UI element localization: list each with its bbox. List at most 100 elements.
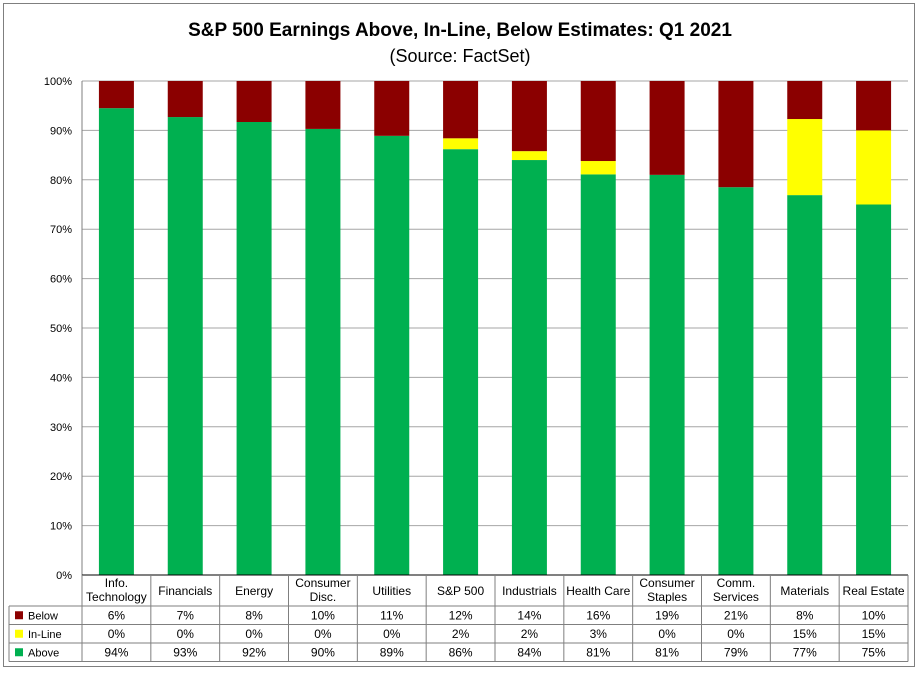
data-label: 2% bbox=[452, 627, 470, 641]
y-tick-label: 70% bbox=[50, 224, 72, 236]
y-tick-label: 30% bbox=[50, 422, 72, 434]
bar-below bbox=[580, 81, 616, 162]
chart-title: S&P 500 Earnings Above, In-Line, Below E… bbox=[188, 20, 732, 41]
bar-above bbox=[98, 108, 134, 576]
bar-inline bbox=[580, 161, 616, 175]
category-label: Financials bbox=[158, 584, 212, 598]
chart-frame: S&P 500 Earnings Above, In-Line, Below E… bbox=[3, 3, 915, 667]
category-label: Disc. bbox=[310, 590, 337, 604]
data-label: 15% bbox=[862, 627, 886, 641]
data-label: 0% bbox=[727, 627, 745, 641]
category-label: Comm. bbox=[717, 576, 756, 590]
bar-above bbox=[374, 135, 410, 576]
y-tick-label: 60% bbox=[50, 274, 72, 286]
bar-inline bbox=[856, 130, 892, 205]
bar-above bbox=[856, 204, 892, 575]
bar-above bbox=[787, 195, 823, 575]
data-label: 90% bbox=[311, 645, 335, 659]
category-label: Consumer bbox=[639, 576, 694, 590]
data-label: 21% bbox=[724, 608, 748, 622]
data-label: 2% bbox=[521, 627, 539, 641]
data-label: 12% bbox=[449, 608, 473, 622]
bar-below bbox=[374, 81, 410, 136]
data-label: 84% bbox=[517, 645, 541, 659]
legend-label: In-Line bbox=[28, 629, 62, 641]
category-label: Real Estate bbox=[843, 584, 905, 598]
bar-below bbox=[856, 81, 892, 131]
data-label: 77% bbox=[793, 645, 817, 659]
chart-subtitle: (Source: FactSet) bbox=[389, 46, 530, 66]
category-label: Energy bbox=[235, 584, 273, 598]
data-label: 14% bbox=[517, 608, 541, 622]
bar-below bbox=[649, 81, 685, 175]
category-label: Consumer bbox=[295, 576, 350, 590]
data-label: 86% bbox=[449, 645, 473, 659]
data-label: 0% bbox=[245, 627, 263, 641]
legend-key bbox=[15, 629, 23, 638]
bar-below bbox=[718, 81, 754, 188]
data-label: 0% bbox=[177, 627, 195, 641]
data-label: 89% bbox=[380, 645, 404, 659]
bar-above bbox=[443, 149, 479, 575]
data-table: Info.Technology Financials EnergyConsumerD… bbox=[8, 574, 909, 662]
bar-below bbox=[511, 81, 547, 152]
bar-above bbox=[718, 187, 754, 575]
data-label: 81% bbox=[655, 645, 679, 659]
grid-lines bbox=[81, 80, 908, 576]
y-tick-label: 0% bbox=[56, 570, 72, 582]
y-axis-tick-labels: 0% 10% 20% 30% 40% 50% 60% 70% 80% 90% 100% bbox=[44, 76, 72, 582]
legend-label: Above bbox=[28, 647, 59, 659]
legend-label: Below bbox=[28, 610, 58, 622]
category-label: Info. bbox=[105, 576, 128, 590]
data-label: 19% bbox=[655, 608, 679, 622]
data-label: 81% bbox=[586, 645, 610, 659]
category-label: Utilities bbox=[372, 584, 411, 598]
stacked-bar-chart: S&P 500 Earnings Above, In-Line, Below E… bbox=[8, 20, 909, 662]
y-tick-label: 80% bbox=[50, 175, 72, 187]
bar-above bbox=[649, 174, 685, 576]
bar-above bbox=[167, 117, 203, 575]
y-tick-label: 50% bbox=[50, 323, 72, 335]
data-label: 16% bbox=[586, 608, 610, 622]
data-label: 10% bbox=[311, 608, 335, 622]
data-label: 0% bbox=[658, 627, 676, 641]
data-label: 93% bbox=[173, 645, 197, 659]
data-label: 79% bbox=[724, 645, 748, 659]
y-tick-label: 90% bbox=[50, 125, 72, 137]
y-tick-label: 10% bbox=[50, 521, 72, 533]
bar-below bbox=[98, 81, 134, 109]
data-label: 92% bbox=[242, 645, 266, 659]
data-label: 7% bbox=[177, 608, 195, 622]
data-label: 8% bbox=[796, 608, 814, 622]
bar-above bbox=[305, 128, 341, 575]
data-label: 94% bbox=[104, 645, 128, 659]
bar-above bbox=[236, 122, 272, 575]
category-label: Staples bbox=[647, 590, 687, 604]
data-label: 3% bbox=[590, 627, 608, 641]
category-label: Industrials bbox=[502, 584, 557, 598]
data-label: 8% bbox=[245, 608, 263, 622]
category-label: Materials bbox=[780, 584, 829, 598]
bar-inline bbox=[443, 138, 479, 150]
category-label: Services bbox=[713, 590, 759, 604]
bar-inline bbox=[787, 119, 823, 196]
y-tick-label: 40% bbox=[50, 372, 72, 384]
legend-key bbox=[15, 648, 23, 657]
data-label: 0% bbox=[383, 627, 401, 641]
y-tick-label: 20% bbox=[50, 471, 72, 483]
data-label: 10% bbox=[862, 608, 886, 622]
data-label: 75% bbox=[862, 645, 886, 659]
bar-below bbox=[305, 81, 341, 129]
bar-below bbox=[236, 81, 272, 123]
category-label: Health Care bbox=[566, 584, 630, 598]
bar-above bbox=[580, 174, 616, 575]
category-label: S&P 500 bbox=[437, 584, 484, 598]
bar-above bbox=[511, 160, 547, 576]
data-label: 6% bbox=[108, 608, 126, 622]
data-label: 0% bbox=[108, 627, 126, 641]
data-label: 11% bbox=[380, 608, 403, 622]
bar-below bbox=[443, 81, 479, 139]
bar-below bbox=[787, 81, 823, 120]
legend-key bbox=[15, 611, 23, 620]
bar-below bbox=[167, 81, 203, 118]
